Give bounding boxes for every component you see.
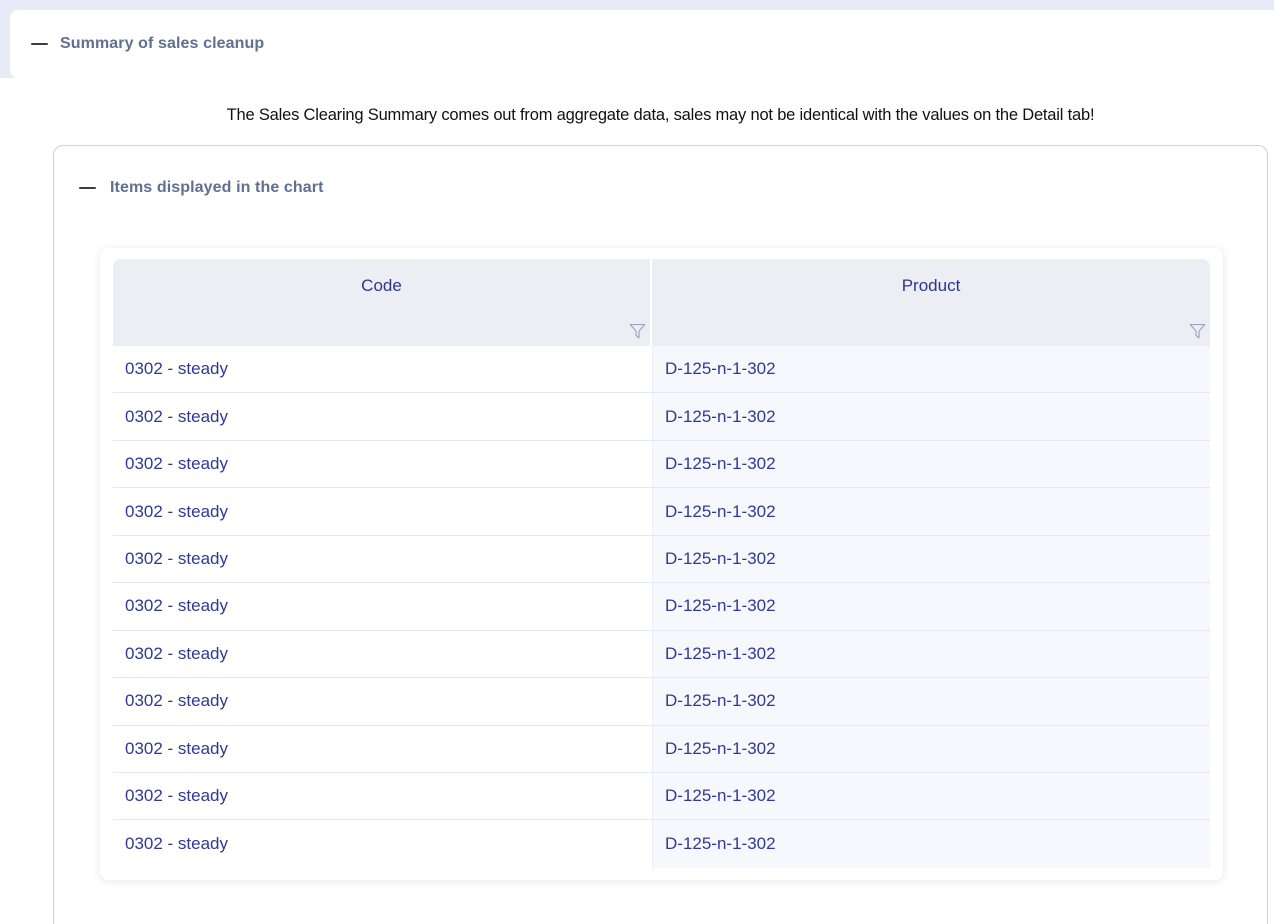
table-row[interactable]: 0302 - steady D-125-n-1-302 [113, 678, 1210, 726]
data-grid: Code Product [100, 248, 1223, 880]
column-filter-row [113, 319, 650, 346]
cell-product: D-125-n-1-302 [652, 583, 1210, 630]
minus-icon [78, 187, 96, 189]
summary-section-header: Summary of sales cleanup [10, 10, 1274, 78]
column-header-product[interactable]: Product [652, 259, 1210, 346]
cell-product: D-125-n-1-302 [652, 346, 1210, 393]
cell-code: 0302 - steady [113, 488, 652, 535]
cell-product: D-125-n-1-302 [652, 772, 1210, 820]
cell-code: 0302 - steady [113, 346, 652, 393]
column-filter-row [652, 319, 1210, 346]
table-row[interactable]: 0302 - steady D-125-n-1-302 [113, 772, 1210, 821]
chart-items-collapse-button[interactable] [68, 169, 106, 207]
notice-text: The Sales Clearing Summary comes out fro… [226, 106, 1095, 124]
cell-code: 0302 - steady [113, 678, 652, 725]
column-header-code-label: Code [361, 276, 402, 295]
filter-button-product[interactable] [1187, 321, 1207, 341]
column-header-code[interactable]: Code [113, 259, 650, 346]
chart-items-title: Items displayed in the chart [110, 179, 324, 196]
table-row[interactable]: 0302 - steady D-125-n-1-302 [113, 725, 1210, 773]
grid-header-row: Code Product [113, 259, 1210, 346]
cell-code: 0302 - steady [113, 772, 652, 820]
table-row[interactable]: 0302 - steady D-125-n-1-302 [113, 820, 1210, 868]
cell-product: D-125-n-1-302 [652, 630, 1210, 678]
table-row[interactable]: 0302 - steady D-125-n-1-302 [113, 583, 1210, 631]
column-header-product-label: Product [901, 276, 961, 295]
cell-code: 0302 - steady [113, 583, 652, 630]
table-row[interactable]: 0302 - steady D-125-n-1-302 [113, 393, 1210, 441]
funnel-icon [629, 323, 645, 338]
cell-product: D-125-n-1-302 [652, 820, 1210, 868]
cell-product: D-125-n-1-302 [652, 725, 1210, 772]
summary-section-title: Summary of sales cleanup [60, 35, 265, 52]
cell-code: 0302 - steady [113, 820, 652, 868]
table-row[interactable]: 0302 - steady D-125-n-1-302 [113, 535, 1210, 584]
cell-code: 0302 - steady [113, 725, 652, 772]
table-row[interactable]: 0302 - steady D-125-n-1-302 [113, 346, 1210, 394]
cell-product: D-125-n-1-302 [652, 393, 1210, 440]
chart-items-panel-header: Items displayed in the chart [54, 146, 1267, 230]
table-row[interactable]: 0302 - steady D-125-n-1-302 [113, 488, 1210, 536]
table-row[interactable]: 0302 - steady D-125-n-1-302 [113, 630, 1210, 679]
cell-code: 0302 - steady [113, 440, 652, 488]
filter-button-code[interactable] [627, 321, 647, 341]
cell-product: D-125-n-1-302 [652, 678, 1210, 725]
chart-items-panel: Items displayed in the chart Code Produc… [53, 145, 1268, 924]
cell-product: D-125-n-1-302 [652, 535, 1210, 583]
cell-code: 0302 - steady [113, 630, 652, 678]
cell-code: 0302 - steady [113, 393, 652, 440]
summary-collapse-button[interactable] [20, 25, 58, 63]
funnel-icon [1189, 323, 1205, 338]
table-row[interactable]: 0302 - steady D-125-n-1-302 [113, 440, 1210, 489]
minus-icon [30, 43, 48, 45]
cell-product: D-125-n-1-302 [652, 488, 1210, 535]
cell-product: D-125-n-1-302 [652, 440, 1210, 488]
cell-code: 0302 - steady [113, 535, 652, 583]
grid-body: 0302 - steady D-125-n-1-302 0302 - stead… [113, 346, 1210, 868]
